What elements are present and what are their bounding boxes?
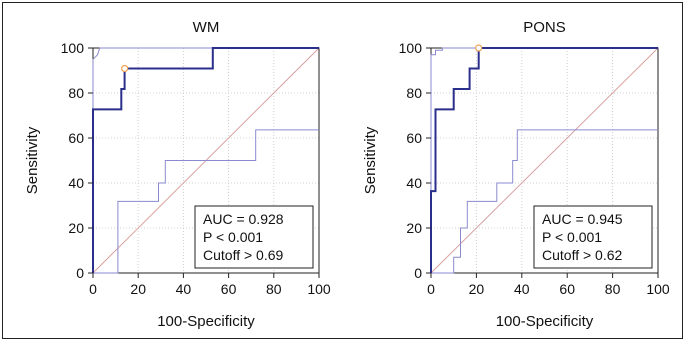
y-axis-label: Sensitivity (24, 126, 41, 194)
y-tick-label: 60 (68, 130, 84, 146)
stats-line: P < 0.001 (542, 229, 602, 245)
y-tick-label: 40 (406, 175, 422, 191)
x-tick-label: 100 (646, 281, 670, 297)
chart-title: PONS (523, 19, 566, 36)
stats-line: Cutoff > 0.69 (203, 247, 284, 263)
x-tick-label: 0 (89, 281, 97, 297)
x-tick-label: 20 (469, 281, 485, 297)
stats-line: AUC = 0.945 (542, 211, 623, 227)
y-tick-label: 0 (414, 265, 422, 281)
x-tick-label: 80 (605, 281, 621, 297)
cutoff-marker (476, 45, 482, 51)
x-tick-label: 40 (514, 281, 530, 297)
y-tick-label: 0 (76, 265, 84, 281)
x-tick-label: 40 (176, 281, 192, 297)
x-tick-label: 0 (427, 281, 435, 297)
stats-line: AUC = 0.928 (203, 211, 284, 227)
x-tick-label: 80 (266, 281, 282, 297)
y-tick-label: 80 (68, 85, 84, 101)
x-tick-label: 60 (221, 281, 237, 297)
y-tick-label: 40 (68, 175, 84, 191)
y-tick-label: 20 (68, 220, 84, 236)
chart-title: WM (193, 19, 220, 36)
y-axis-label: Sensitivity (362, 126, 379, 194)
chart-pons: 0 20 40 60 80 100 0 20 40 60 80 100 PONS 100-Specific… (362, 19, 670, 330)
stats-line: P < 0.001 (203, 229, 263, 245)
x-tick-label: 60 (559, 281, 575, 297)
x-axis-label: 100-Specificity (157, 313, 255, 330)
chart-wm: 0 20 40 60 80 100 0 20 40 60 80 100 WM 100-Specificit… (24, 19, 331, 330)
x-tick-label: 20 (130, 281, 146, 297)
y-tick-label: 60 (406, 130, 422, 146)
y-tick-label: 100 (61, 40, 85, 56)
y-tick-label: 80 (406, 85, 422, 101)
y-tick-label: 20 (406, 220, 422, 236)
x-axis-label: 100-Specificity (496, 313, 594, 330)
stats-line: Cutoff > 0.62 (542, 247, 623, 263)
x-tick-label: 100 (307, 281, 331, 297)
y-tick-label: 100 (399, 40, 423, 56)
cutoff-marker (122, 65, 128, 71)
